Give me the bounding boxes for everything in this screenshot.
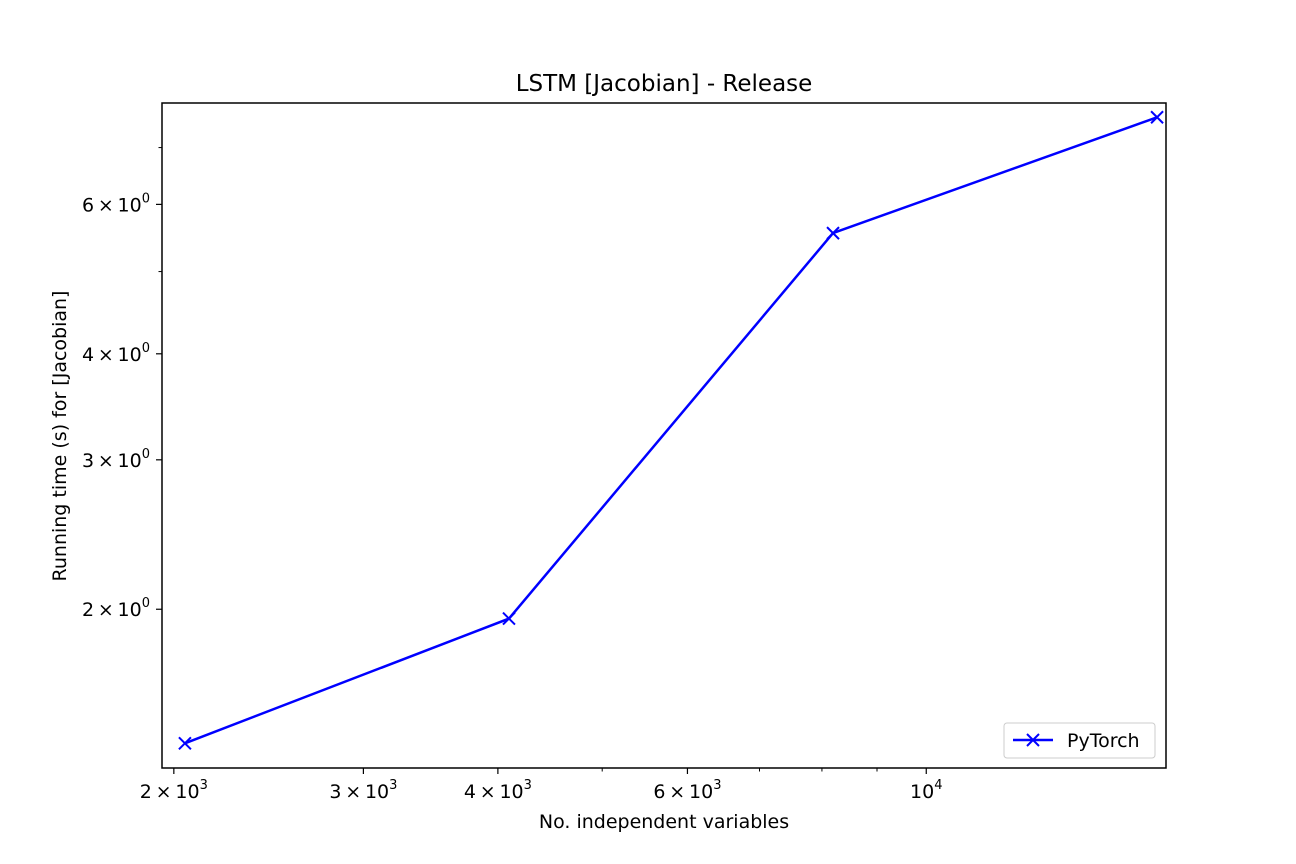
data-point	[1150, 110, 1164, 124]
x-tick-label: 4 × 103	[464, 778, 532, 803]
plot-series	[178, 110, 1164, 751]
y-axis-label: Running time (s) for [Jacobian]	[49, 291, 71, 582]
x-tick-label: 6 × 103	[653, 778, 721, 803]
series-line	[184, 116, 1158, 745]
data-point	[502, 611, 516, 626]
legend-label: PyTorch	[1067, 730, 1140, 752]
x-tick-label: 3 × 103	[329, 778, 397, 803]
y-tick-label: 3 × 100	[82, 447, 150, 472]
plot-frame	[161, 102, 1167, 769]
data-point	[826, 226, 840, 240]
y-tick-label: 4 × 100	[82, 341, 150, 366]
y-tick-label: 2 × 100	[82, 596, 150, 621]
legend-box	[1003, 722, 1156, 759]
chart-title: LSTM [Jacobian] - Release	[516, 71, 813, 97]
legend: PyTorch	[1003, 722, 1156, 759]
data-point	[178, 736, 192, 751]
x-axis-label: No. independent variables	[539, 811, 789, 833]
x-tick-label: 2 × 103	[140, 778, 208, 803]
legend-marker	[1026, 733, 1040, 747]
y-tick-label: 6 × 100	[82, 191, 150, 216]
